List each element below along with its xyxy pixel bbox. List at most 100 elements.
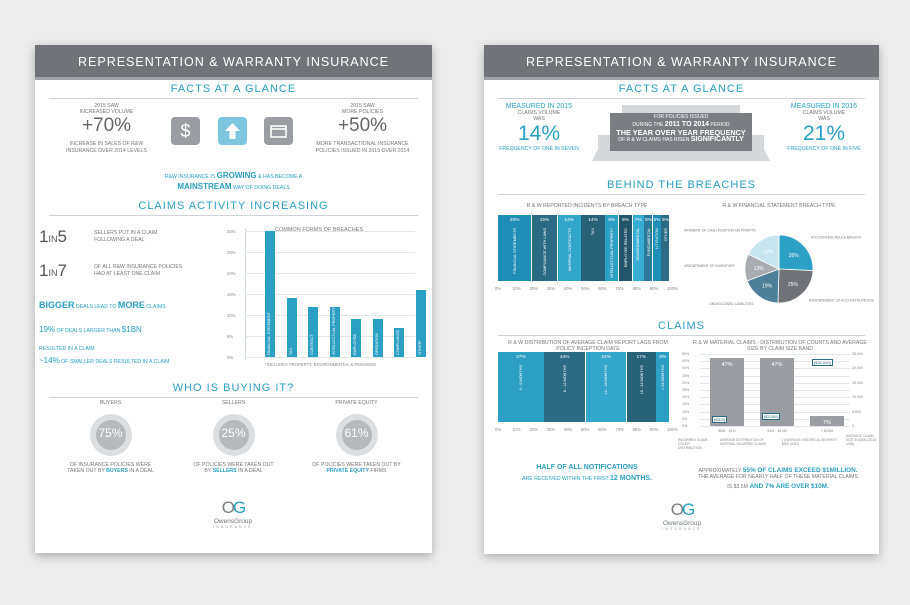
bar-label: CONTRACT bbox=[310, 333, 314, 355]
y-tick-label-right: 25,000 bbox=[852, 352, 863, 356]
section-title-facts: FACTS AT A GLANCE bbox=[170, 83, 297, 95]
segment-value: 27% bbox=[516, 355, 526, 360]
incidents-chart: R & W REPORTED INCIDENTS BY BREACH TYPE … bbox=[495, 203, 678, 309]
segment-value: 8% bbox=[608, 218, 616, 223]
y-tick-label-right: 5,000 bbox=[852, 409, 861, 414]
buyer-stat: PRIVATE EQUITY 61% OF POLICIES WERE TAKEN … bbox=[295, 400, 418, 475]
x-tick-label: 40% bbox=[563, 286, 573, 291]
y-tick-label-left: 10% bbox=[682, 409, 690, 414]
x-tick-label: 100% bbox=[667, 427, 678, 432]
segment-value: 14% bbox=[564, 218, 575, 223]
bar: EMPLOYEE bbox=[351, 319, 361, 357]
buyer-note-line: BY SELLERS IN A DEAL bbox=[172, 468, 295, 474]
segment-value: 14% bbox=[588, 218, 598, 223]
donut-value: 75% bbox=[98, 426, 123, 440]
pie-slice-label: MISSTATEMENT OF INVENTORY bbox=[684, 264, 736, 268]
segment-value: 7% bbox=[634, 218, 642, 223]
column-value: 47% bbox=[721, 362, 733, 369]
y-tick-label: 5% bbox=[227, 334, 234, 339]
gridline bbox=[700, 426, 850, 427]
segment-label: 18 - 24 MONTHS bbox=[639, 365, 644, 395]
x-tick-label: 0% bbox=[495, 427, 502, 432]
breach-type-pie-chart: R & W FINANCIAL STATEMENT BREACH TYPE 26… bbox=[684, 203, 874, 323]
page-one: REPRESENTATION & WARRANTY INSURANCE FACT… bbox=[35, 45, 432, 553]
buyer-note: OF POLICIES WERE TAKEN OUT BY bbox=[312, 462, 401, 469]
bar: COMPLIANCE bbox=[394, 327, 404, 357]
y-tick-label: 30% bbox=[227, 229, 236, 234]
bigger-deals-statement: BIGGER DEALS LEAD TO MORE CLAIMS bbox=[39, 300, 166, 310]
bar-segment: 24% 12 - 18 MONTHS bbox=[585, 352, 627, 422]
page-banner: REPRESENTATION & WARRANTY INSURANCE bbox=[35, 45, 432, 80]
page-banner: REPRESENTATION & WARRANTY INSURANCE bbox=[484, 45, 879, 80]
x-tick-label: $1M - $10M bbox=[767, 429, 787, 433]
pie: 26% ACCOUNTING RULES BREACH 25% MISSTATEMEN… bbox=[684, 229, 874, 306]
bar: CONTRACT bbox=[308, 306, 318, 357]
x-tick-label: 70% bbox=[615, 427, 624, 432]
stat-value: 14% bbox=[517, 122, 561, 146]
pie-slice-value: 26% bbox=[789, 253, 800, 259]
donut bbox=[335, 414, 378, 457]
x-tick-label: 80% bbox=[632, 286, 641, 291]
buyer-note-part: IN A DEAL bbox=[236, 468, 263, 475]
column: 47% bbox=[710, 358, 744, 426]
chart-title: R & W MATERIAL CLAIMS - DISTRIBUTION OF … bbox=[693, 340, 867, 353]
legend-entry: AVERAGE DISTRIBUTION OF MATERIAL INCURRE… bbox=[720, 438, 767, 446]
claim-lag-chart: R & W DISTRIBUTION OF AVERAGE CLAIM REPO… bbox=[495, 340, 678, 446]
folder-icon bbox=[264, 117, 293, 145]
segment-label: > 24 MONTHS bbox=[661, 365, 666, 391]
stat-2016: MEASURED IN 2016 CLAIMS VOLUME WAS 21% F… bbox=[779, 103, 869, 153]
logo-mark-icon: OG bbox=[221, 498, 247, 517]
section-title-facts: FACTS AT A GLANCE bbox=[618, 83, 745, 95]
bar-segment: 5% LITIGATION bbox=[652, 215, 661, 281]
page-two: REPRESENTATION & WARRANTY INSURANCE FACT… bbox=[484, 45, 879, 554]
logo: OG OwensGroup INSURANCE bbox=[198, 498, 268, 529]
bar: OTHER* bbox=[415, 289, 426, 357]
x-tick-label: > $10M bbox=[820, 429, 834, 433]
y-tick-label: 10% bbox=[227, 313, 236, 318]
x-tick-label: 70% bbox=[615, 286, 624, 291]
bar-segment: 17% 18 - 24 MONTHS bbox=[627, 352, 656, 422]
bar-segment: 14% MATERIAL CONTRACTS bbox=[557, 215, 581, 281]
x-tick-label: 20% bbox=[529, 286, 538, 291]
frequency-arrow: FOR POLICIES ISSUED DURING THE 2011 TO 2… bbox=[592, 105, 770, 161]
x-tick-label: 0% bbox=[495, 286, 502, 291]
pie-slice-label: UNDISCLOSED LIABILITIES bbox=[709, 302, 754, 306]
column-value: 7% bbox=[823, 419, 831, 426]
buyer-title: SELLERS bbox=[221, 400, 246, 406]
ratio-one-in-seven: 1IN7 OF ALL R&W INSURANCE POLICIES HAD AT… bbox=[39, 261, 183, 280]
y-tick-label-right: 0 bbox=[852, 424, 854, 428]
y-tick-label-left: 40% bbox=[682, 366, 690, 371]
buyer-title: PRIVATE EQUITY bbox=[335, 400, 378, 406]
buyer-note-highlight: SELLERS bbox=[212, 468, 237, 475]
section-title-breaches: BEHIND THE BREACHES bbox=[607, 179, 756, 191]
section-title-buying: WHO IS BUYING IT? bbox=[172, 382, 295, 394]
stat-more-policies: 2015 SAW MORE POLICIES +50% MORE TRANSAC… bbox=[305, 103, 420, 154]
bar-segment: 20% FINANCIAL STATEMENTS bbox=[498, 215, 532, 281]
divider bbox=[49, 98, 418, 99]
segment-label: ENVIRONMENTAL bbox=[636, 228, 641, 261]
bar-label: FINANCIAL STATEMENT bbox=[267, 311, 271, 355]
x-tick-label: 30% bbox=[546, 286, 555, 291]
x-tick-label: 60% bbox=[598, 286, 607, 291]
x-tick-label: 40% bbox=[563, 427, 573, 432]
section-title-claims: CLAIMS ACTIVITY INCREASING bbox=[138, 200, 329, 212]
segment-label: OTHER bbox=[663, 228, 668, 242]
y-tick-label-left: 15% bbox=[682, 402, 690, 407]
pie-slice-label: MISSTATEMENT OF CASH POSITION OR PROFITS bbox=[684, 229, 756, 233]
y-tick-label-left: 5% bbox=[682, 416, 688, 421]
stat-value: +70% bbox=[81, 115, 132, 137]
y-tick-label: 25% bbox=[227, 250, 236, 255]
x-tick-label: 20% bbox=[529, 427, 538, 432]
chart-footnote: *INCLUDES PROPERTY, ENVIRONMENTAL & PENS… bbox=[265, 362, 377, 367]
stat-increased-volume: 2015 SAW INCREASED VOLUME +70% INCREASE … bbox=[49, 103, 164, 154]
bar: INTELLECTUAL PROPERTY bbox=[329, 305, 340, 357]
buyer-note: OF POLICIES WERE TAKEN OUT bbox=[193, 462, 274, 469]
y-axis-label-right: AVERAGE CLAIM SIZE IN $000 (2015 USD) bbox=[846, 434, 876, 446]
bar: OPERATION bbox=[372, 319, 383, 357]
segment-label: FUNDAMENTAL bbox=[646, 228, 651, 257]
segment-value: 24% bbox=[559, 355, 570, 360]
buyer-note-part: FIRMS bbox=[368, 468, 387, 475]
segment-label: LITIGATION bbox=[655, 228, 660, 249]
gridline bbox=[245, 252, 415, 253]
bar-segment: 24% 6 - 12 MONTHS bbox=[544, 352, 586, 422]
